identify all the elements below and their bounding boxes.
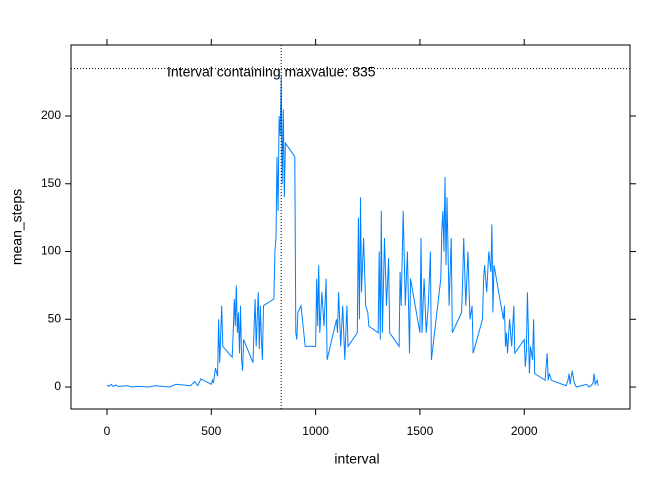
x-tick-label: 2000 [511, 424, 538, 438]
x-tick-label: 1500 [407, 424, 434, 438]
x-tick-label: 0 [104, 424, 111, 438]
y-tick-label: 200 [41, 108, 61, 122]
x-tick-label: 500 [201, 424, 221, 438]
annotation: Interval containing maxvalue: 835 [167, 63, 376, 79]
y-tick-label: 50 [48, 311, 62, 325]
y-tick-label: 100 [41, 244, 61, 258]
x-axis-label: interval [334, 451, 379, 467]
plot-frame [70, 44, 631, 410]
y-tick-label: 150 [41, 176, 61, 190]
y-axis-label: mean_steps [9, 189, 25, 265]
x-tick-label: 1000 [302, 424, 329, 438]
y-tick-label: 0 [54, 379, 61, 393]
data-line [106, 75, 599, 388]
